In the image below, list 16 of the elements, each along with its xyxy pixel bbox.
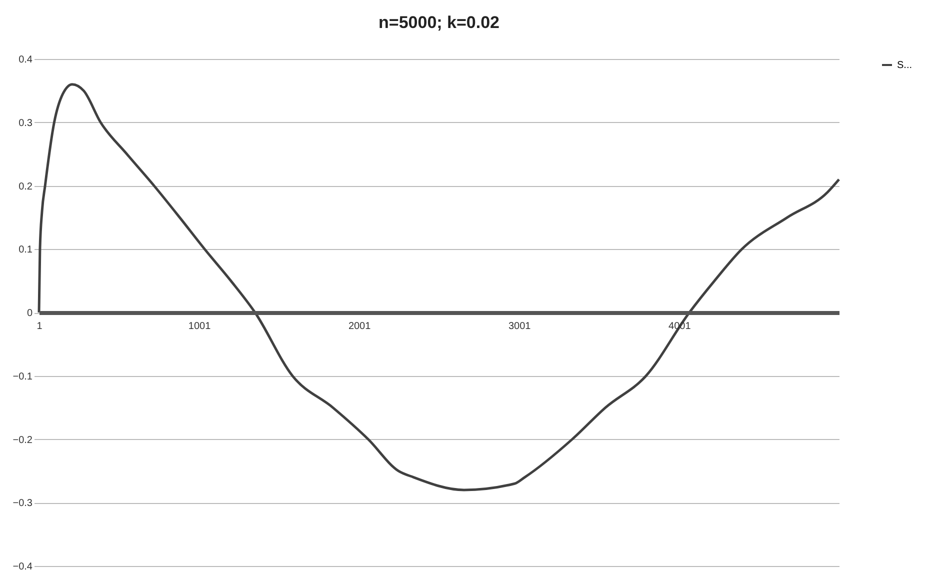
- x-tick-label: 3001: [508, 321, 532, 332]
- x-tick-label: 1001: [188, 321, 212, 332]
- y-tick-label: 0.4: [18, 54, 33, 66]
- y-tick-label: −0.4: [12, 562, 33, 572]
- y-tick-label: −0.2: [12, 434, 33, 446]
- y-tick-label: 0.3: [18, 118, 33, 129]
- line-series: [38, 83, 840, 492]
- x-tick-label: 2001: [348, 321, 372, 332]
- y-tick-label: 0: [26, 308, 33, 319]
- y-tick-label: −0.3: [12, 498, 33, 510]
- y-tick-label: 0.1: [18, 244, 33, 256]
- y-tick-label: −0.1: [12, 371, 33, 382]
- chart-title: n=5000; k=0.02: [378, 13, 500, 32]
- x-tick-label: 1: [36, 321, 43, 332]
- y-tick-label: 0.2: [18, 181, 33, 192]
- legend-label: S...: [897, 60, 912, 71]
